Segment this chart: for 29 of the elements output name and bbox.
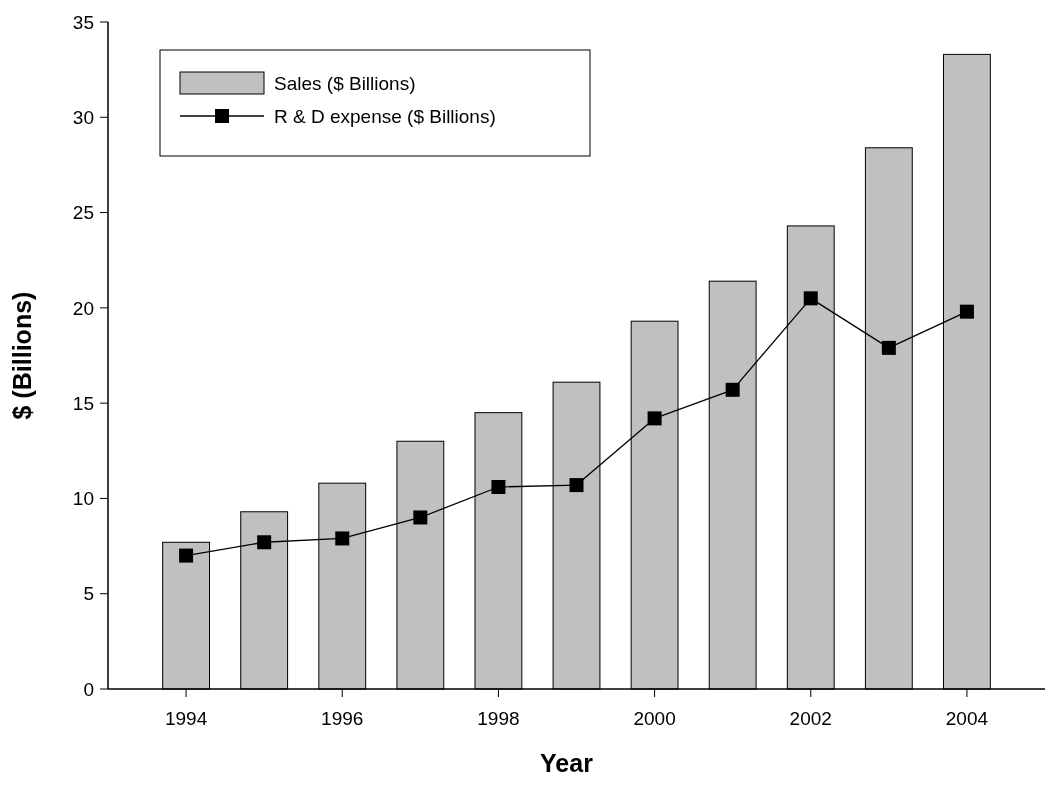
y-axis-title: $ (Billions) bbox=[7, 291, 36, 420]
y-tick-label: 20 bbox=[72, 297, 94, 319]
y-tick-label: 0 bbox=[83, 678, 94, 700]
legend-label: R & D expense ($ Billions) bbox=[274, 105, 496, 127]
x-tick-label: 2002 bbox=[789, 708, 832, 729]
point bbox=[959, 304, 974, 319]
point bbox=[881, 340, 896, 355]
x-tick-label: 1994 bbox=[164, 708, 208, 729]
point bbox=[647, 411, 662, 426]
point bbox=[569, 478, 584, 493]
y-tick-label: 5 bbox=[83, 583, 94, 605]
point bbox=[803, 291, 818, 306]
point bbox=[257, 535, 272, 550]
x-tick-label: 1998 bbox=[477, 708, 520, 729]
x-tick-label: 2000 bbox=[633, 708, 676, 729]
point bbox=[179, 548, 194, 563]
y-tick-label: 25 bbox=[72, 202, 94, 224]
x-tick-label: 1996 bbox=[321, 708, 364, 729]
y-tick-label: 15 bbox=[72, 392, 94, 414]
y-tick-label: 35 bbox=[72, 11, 94, 33]
point bbox=[725, 382, 740, 397]
y-tick-label: 10 bbox=[72, 488, 94, 510]
x-tick-label: 2004 bbox=[945, 708, 989, 729]
x-axis-title: Year bbox=[540, 749, 594, 777]
y-tick-label: 30 bbox=[72, 106, 94, 128]
point bbox=[335, 531, 350, 546]
point bbox=[413, 510, 428, 525]
legend-label: Sales ($ Billions) bbox=[274, 72, 416, 94]
point bbox=[491, 479, 506, 494]
